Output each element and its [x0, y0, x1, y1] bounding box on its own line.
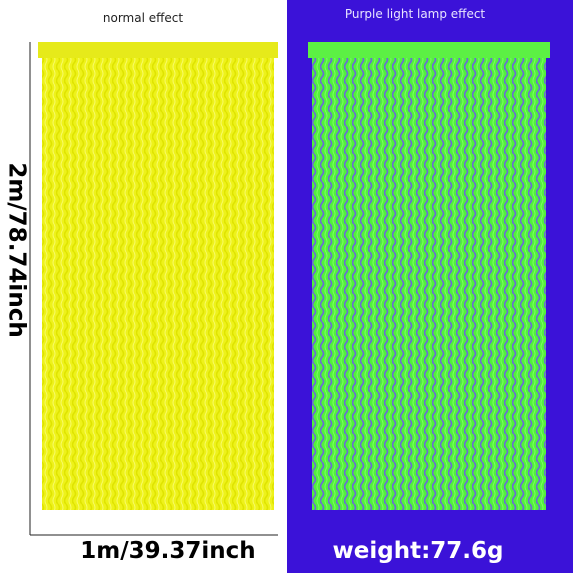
curtain-header	[38, 42, 278, 58]
width-label: 1m/39.37inch	[80, 538, 255, 564]
yellow-curtain	[42, 58, 274, 510]
weight-label: weight:77.6g	[333, 538, 504, 564]
height-label: 2m/78.74inch	[4, 162, 30, 337]
right-caption: Purple light lamp effect	[345, 7, 486, 21]
curtain-header-uv	[308, 42, 550, 58]
green-curtain	[312, 58, 546, 510]
left-caption: normal effect	[103, 11, 183, 25]
